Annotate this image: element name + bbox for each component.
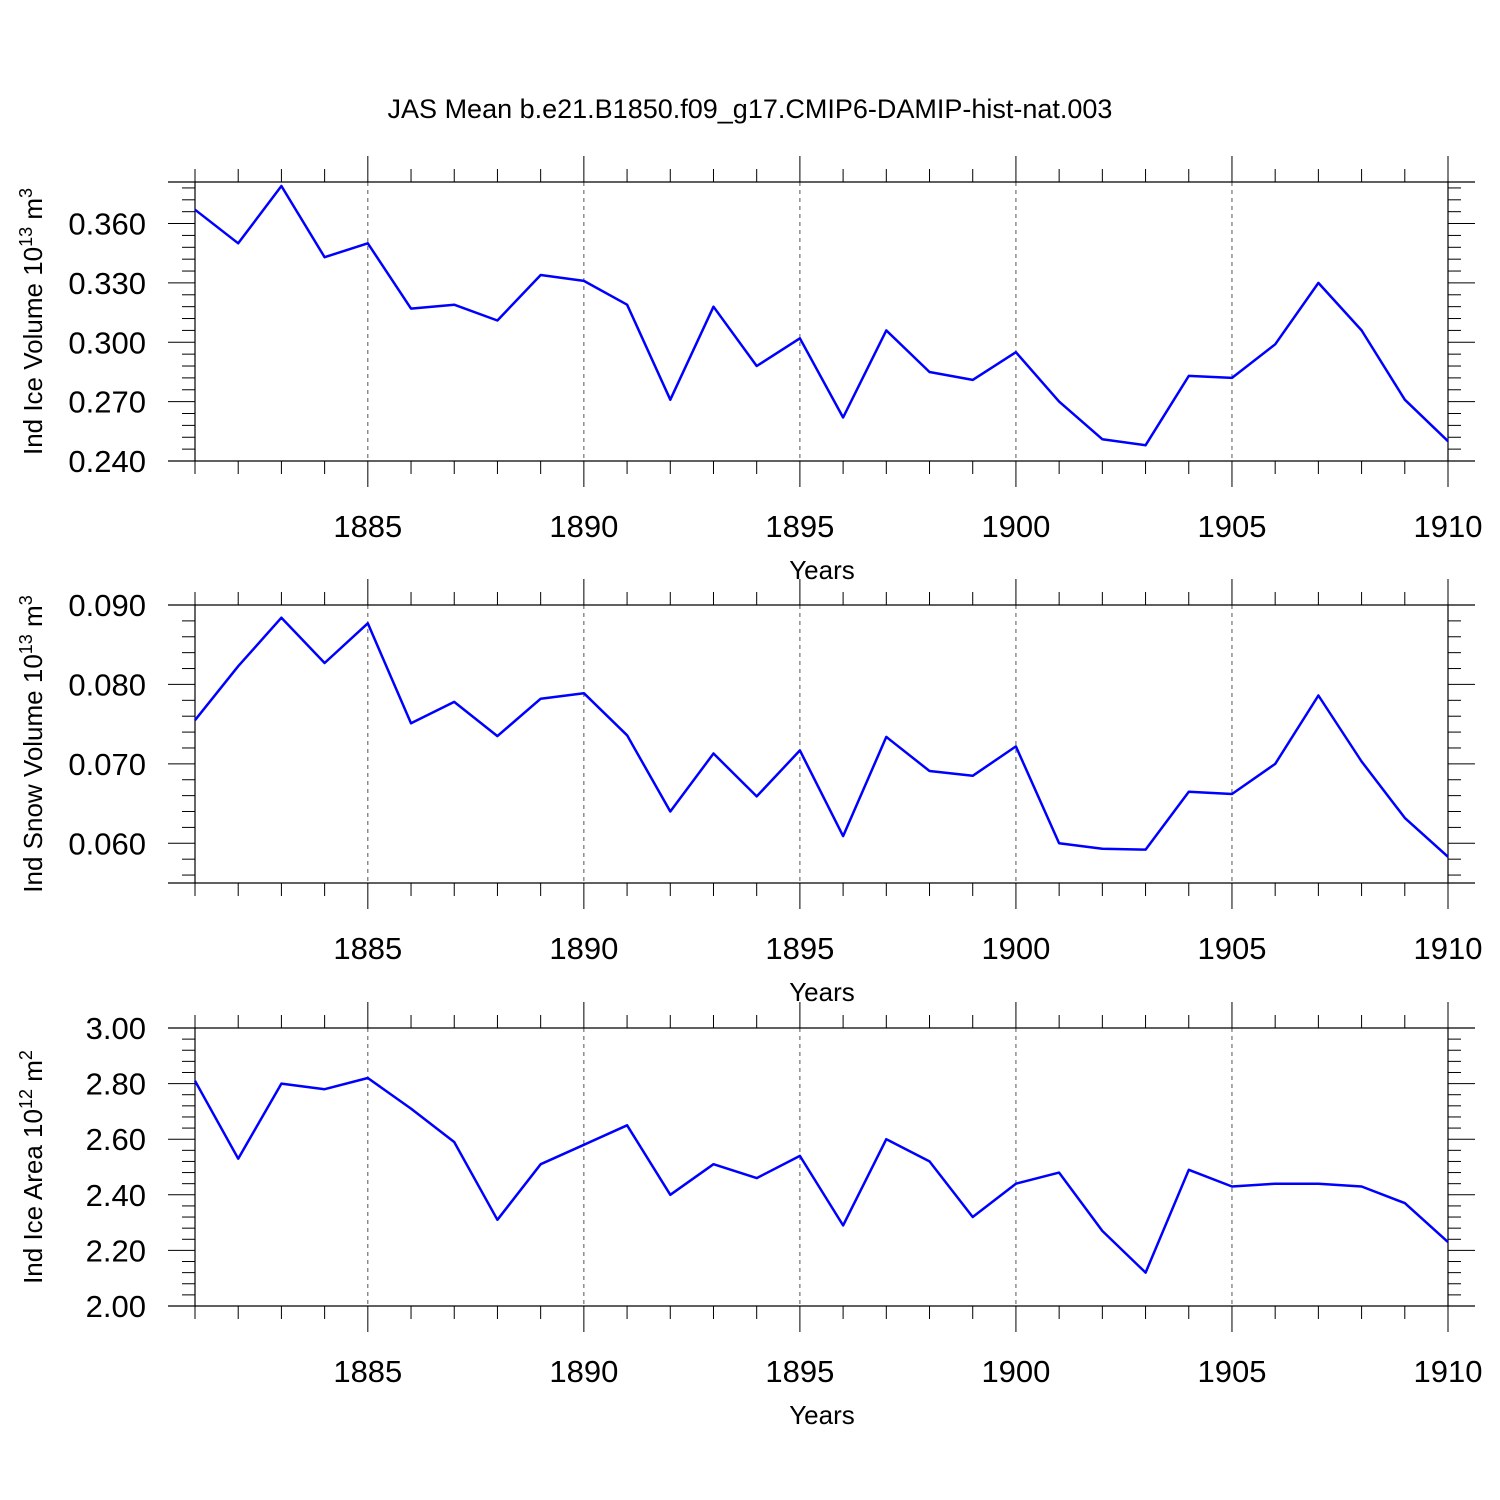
panel-ice-volume: 1885 1890 1895 1900 1905 1910 Years 0.240 0.270 0… [16,156,1482,585]
y-tick-label: 0.300 [68,325,146,360]
y-axis-label: Ind Ice Area 1012 m2 [16,1050,48,1284]
panel-snow-volume: 1885 1890 1895 1900 1905 1910 Years 0.060 0.070 0… [16,579,1482,1007]
x-tick-label: 1890 [549,1354,618,1389]
y-axis-label: Ind Snow Volume 1013 m3 [16,595,48,892]
y-tick-label: 0.070 [68,747,146,782]
panel-ice-area: 1885 1890 1895 1900 1905 1910 Years 2.00 2.20 2.4… [16,1002,1482,1430]
y-tick-label: 0.060 [68,826,146,861]
y-tick-label: 2.40 [86,1178,146,1213]
y-tick-label: 2.00 [86,1289,146,1324]
x-axis-label: Years [789,977,855,1007]
x-tick-label: 1900 [981,931,1050,966]
x-tick-label: 1890 [549,931,618,966]
y-tick-label: 2.80 [86,1067,146,1102]
figure-title: JAS Mean b.e21.B1850.f09_g17.CMIP6-DAMIP… [388,94,1113,124]
y-tick-label: 0.360 [68,207,146,242]
x-tick-label: 1895 [765,931,834,966]
y-tick-label: 0.330 [68,266,146,301]
x-tick-label: 1910 [1414,509,1483,544]
x-tick-label: 1905 [1197,931,1266,966]
y-axis-label: Ind Ice Volume 1013 m3 [16,188,48,455]
y-tick-label: 0.080 [68,667,146,702]
data-line [193,1076,1449,1274]
x-tick-label: 1895 [765,1354,834,1389]
x-tick-label: 1885 [333,1354,402,1389]
y-tick-label: 0.270 [68,385,146,420]
x-axis-label: Years [789,1400,855,1430]
x-axis-label: Years [789,555,855,585]
data-line [194,184,1449,447]
x-tick-label: 1910 [1414,931,1483,966]
x-tick-label: 1885 [333,509,402,544]
y-tick-label: 2.20 [86,1233,146,1268]
x-tick-label: 1895 [765,509,834,544]
y-tick-label: 2.60 [86,1122,146,1157]
y-tick-label: 3.00 [86,1011,146,1046]
x-tick-label: 1900 [981,509,1050,544]
x-tick-label: 1885 [333,931,402,966]
x-tick-label: 1910 [1414,1354,1483,1389]
data-line [194,616,1449,858]
x-tick-label: 1905 [1197,1354,1266,1389]
x-tick-label: 1890 [549,509,618,544]
x-tick-label: 1900 [981,1354,1050,1389]
y-tick-label: 0.240 [68,444,146,479]
y-tick-label: 0.090 [68,588,146,623]
x-tick-label: 1905 [1197,509,1266,544]
